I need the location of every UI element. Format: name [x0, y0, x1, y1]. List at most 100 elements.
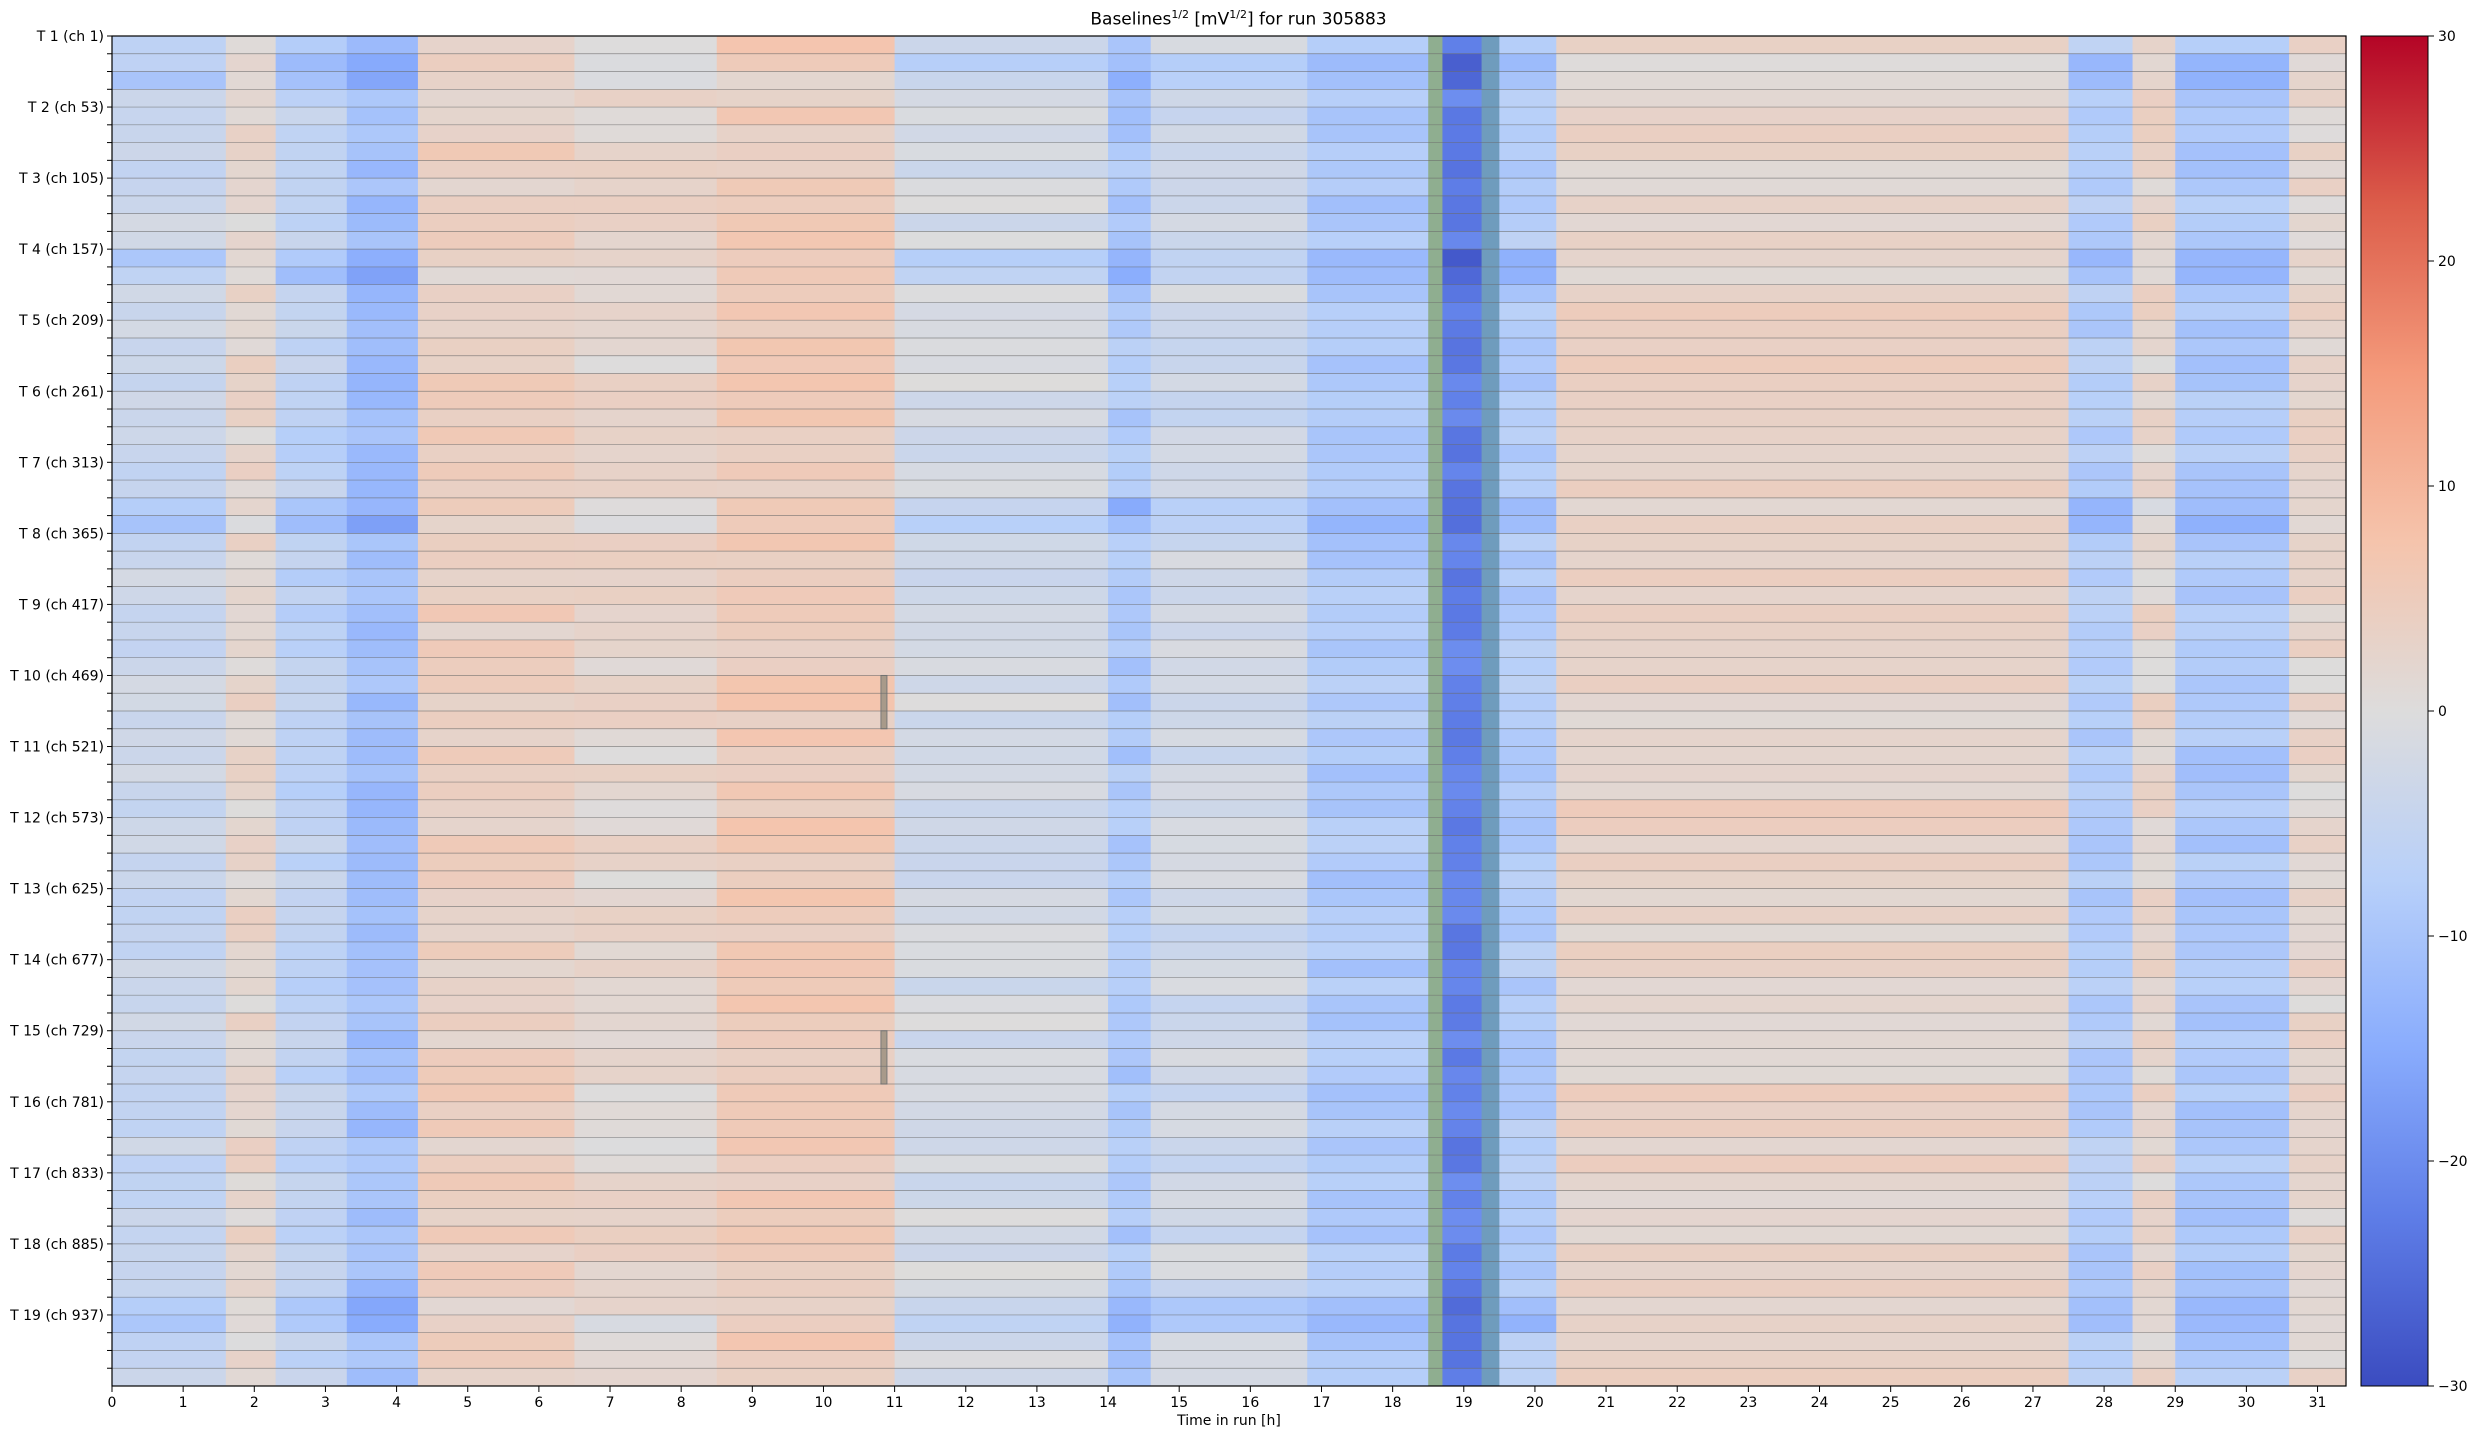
heatmap-cell — [225, 178, 277, 197]
heatmap-cell — [417, 870, 576, 890]
heatmap-cell — [574, 178, 718, 197]
heatmap-cell — [1481, 1208, 1500, 1227]
heatmap-cell — [1556, 426, 2070, 445]
heatmap-cell — [225, 1012, 277, 1032]
heatmap-cell — [2068, 355, 2134, 374]
heatmap-cell — [1499, 977, 1557, 996]
heatmap-cell — [112, 551, 227, 570]
heatmap-cell — [1556, 160, 2070, 179]
heatmap-cell — [225, 355, 277, 374]
heatmap-cell — [346, 337, 419, 357]
heatmap-cell — [1499, 941, 1557, 961]
heatmap-cell — [225, 89, 277, 108]
heatmap-cell — [1150, 213, 1308, 232]
heatmap-cell — [2132, 1190, 2176, 1209]
heatmap-cell — [2289, 53, 2347, 72]
heatmap-cell — [1499, 53, 1557, 72]
heatmap-cell — [2175, 853, 2290, 872]
heatmap-cell — [417, 1101, 576, 1120]
heatmap-cell — [1442, 391, 1483, 410]
heatmap-cell — [2132, 302, 2176, 321]
heatmap-cell — [1556, 1350, 2070, 1369]
heatmap-cell — [2289, 1172, 2347, 1191]
heatmap-cell — [1481, 1350, 1500, 1369]
heatmap-cell — [1481, 764, 1500, 783]
heatmap-cell — [1556, 1155, 2070, 1174]
heatmap-cell — [894, 853, 1109, 872]
heatmap-cell — [2175, 675, 2290, 694]
heatmap-cell — [225, 1297, 277, 1316]
heatmap-cell — [1428, 675, 1444, 694]
heatmap-cell — [2175, 1226, 2290, 1245]
heatmap-cell — [1150, 924, 1308, 943]
heatmap-cell — [1499, 355, 1557, 374]
heatmap-cell — [275, 568, 348, 588]
heatmap-cell — [1481, 302, 1500, 321]
heatmap-cell — [275, 924, 348, 943]
heatmap-cell — [275, 870, 348, 890]
x-tick-label: 7 — [606, 1395, 615, 1411]
heatmap-cell — [1150, 1101, 1308, 1120]
heatmap-cell — [225, 568, 277, 588]
heatmap-cell — [894, 977, 1109, 996]
heatmap-cell — [894, 1012, 1109, 1032]
heatmap-cell — [574, 462, 718, 481]
heatmap-cell — [2132, 195, 2176, 215]
heatmap-cell — [112, 1314, 227, 1334]
heatmap-cell — [1481, 36, 1500, 55]
heatmap-cell — [1307, 693, 1429, 712]
heatmap-cell — [1442, 462, 1483, 481]
heatmap-cell — [1428, 1208, 1444, 1227]
heatmap-cell — [1481, 782, 1500, 801]
heatmap-cell — [716, 36, 896, 55]
heatmap-cell — [1442, 657, 1483, 676]
heatmap-cell — [1556, 195, 2070, 215]
heatmap-cell — [1481, 1137, 1500, 1156]
heatmap-cell — [1150, 888, 1308, 907]
heatmap-cell — [1150, 160, 1308, 179]
heatmap-cell — [2289, 284, 2347, 303]
heatmap-cell — [2175, 586, 2290, 605]
heatmap-cell — [894, 639, 1109, 659]
heatmap-cell — [1442, 604, 1483, 623]
heatmap-cell — [894, 1190, 1109, 1209]
heatmap-cell — [346, 693, 419, 712]
heatmap-cell — [716, 746, 896, 765]
heatmap-cell — [1150, 728, 1308, 747]
heatmap-cell — [1307, 675, 1429, 694]
heatmap-cell — [1150, 337, 1308, 357]
heatmap-cell — [2175, 551, 2290, 570]
heatmap-cell — [225, 1119, 277, 1138]
heatmap-cell — [1108, 1297, 1152, 1316]
heatmap-cell — [1307, 1155, 1429, 1174]
heatmap-cell — [1150, 711, 1308, 730]
heatmap-cell — [1108, 107, 1152, 126]
heatmap-cell — [2068, 1314, 2134, 1334]
heatmap-cell — [1108, 817, 1152, 836]
heatmap-cell — [1442, 675, 1483, 694]
heatmap-cell — [1556, 924, 2070, 943]
heatmap-cell — [716, 1030, 896, 1049]
heatmap-cell — [275, 639, 348, 659]
heatmap-cell — [574, 515, 718, 534]
heatmap-cell — [1307, 195, 1429, 215]
heatmap-cell — [894, 107, 1109, 126]
heatmap-cell — [716, 249, 896, 268]
heatmap-cell — [225, 657, 277, 676]
heatmap-cell — [2068, 1243, 2134, 1263]
heatmap-cell — [225, 36, 277, 55]
heatmap-cell — [2289, 1084, 2347, 1103]
heatmap-cells — [112, 36, 2347, 1387]
heatmap-cell — [2068, 764, 2134, 783]
heatmap-cell — [2289, 1190, 2347, 1209]
heatmap-cell — [716, 124, 896, 143]
heatmap-cell — [894, 835, 1109, 854]
heatmap-cell — [1556, 817, 2070, 836]
heatmap-cell — [112, 959, 227, 978]
heatmap-cell — [1307, 764, 1429, 783]
heatmap-cell — [2132, 1350, 2176, 1369]
heatmap-cell — [1428, 1279, 1444, 1298]
heatmap-cell — [225, 764, 277, 783]
heatmap-cell — [894, 782, 1109, 801]
